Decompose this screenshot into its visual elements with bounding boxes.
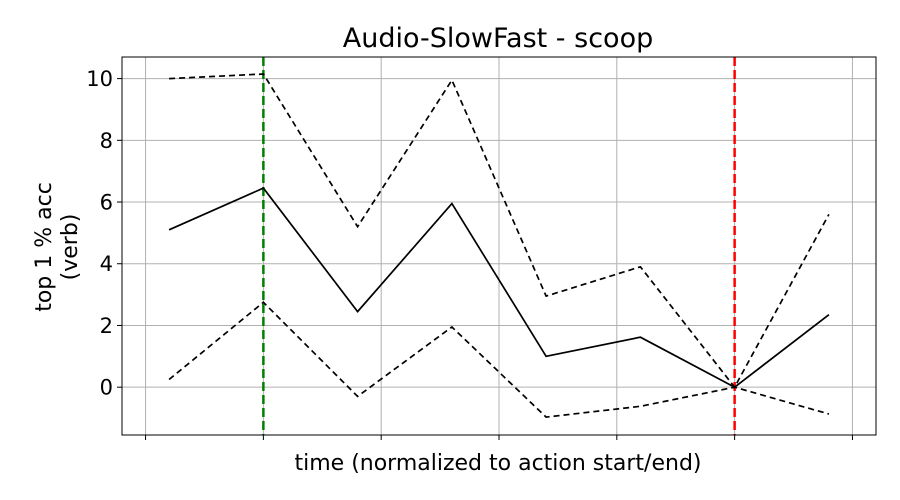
series-line-1 [169,73,830,389]
series-layer [168,73,830,418]
y-tick-label-1: 2 [100,314,113,338]
series-line-0 [168,187,830,389]
y-tick-label-2: 4 [100,252,113,276]
vline-layer [262,57,736,435]
y-axis-label-line-1: top 1 % acc [32,182,57,312]
grid-layer [122,57,876,435]
y-tick-label-3: 6 [100,191,113,215]
tick-layer: 0 2 4 6 8 10 [86,67,853,440]
y-tick-label-0: 0 [100,376,113,400]
chart-title: Audio-SlowFast - scoop [343,23,653,54]
x-axis-label: time (normalized to action start/end) [295,451,702,476]
y-tick-label-5: 10 [86,67,113,91]
series-line-2 [168,301,830,418]
y-tick-label-4: 8 [100,129,113,153]
y-axis-label-line-2: (verb) [58,214,83,281]
